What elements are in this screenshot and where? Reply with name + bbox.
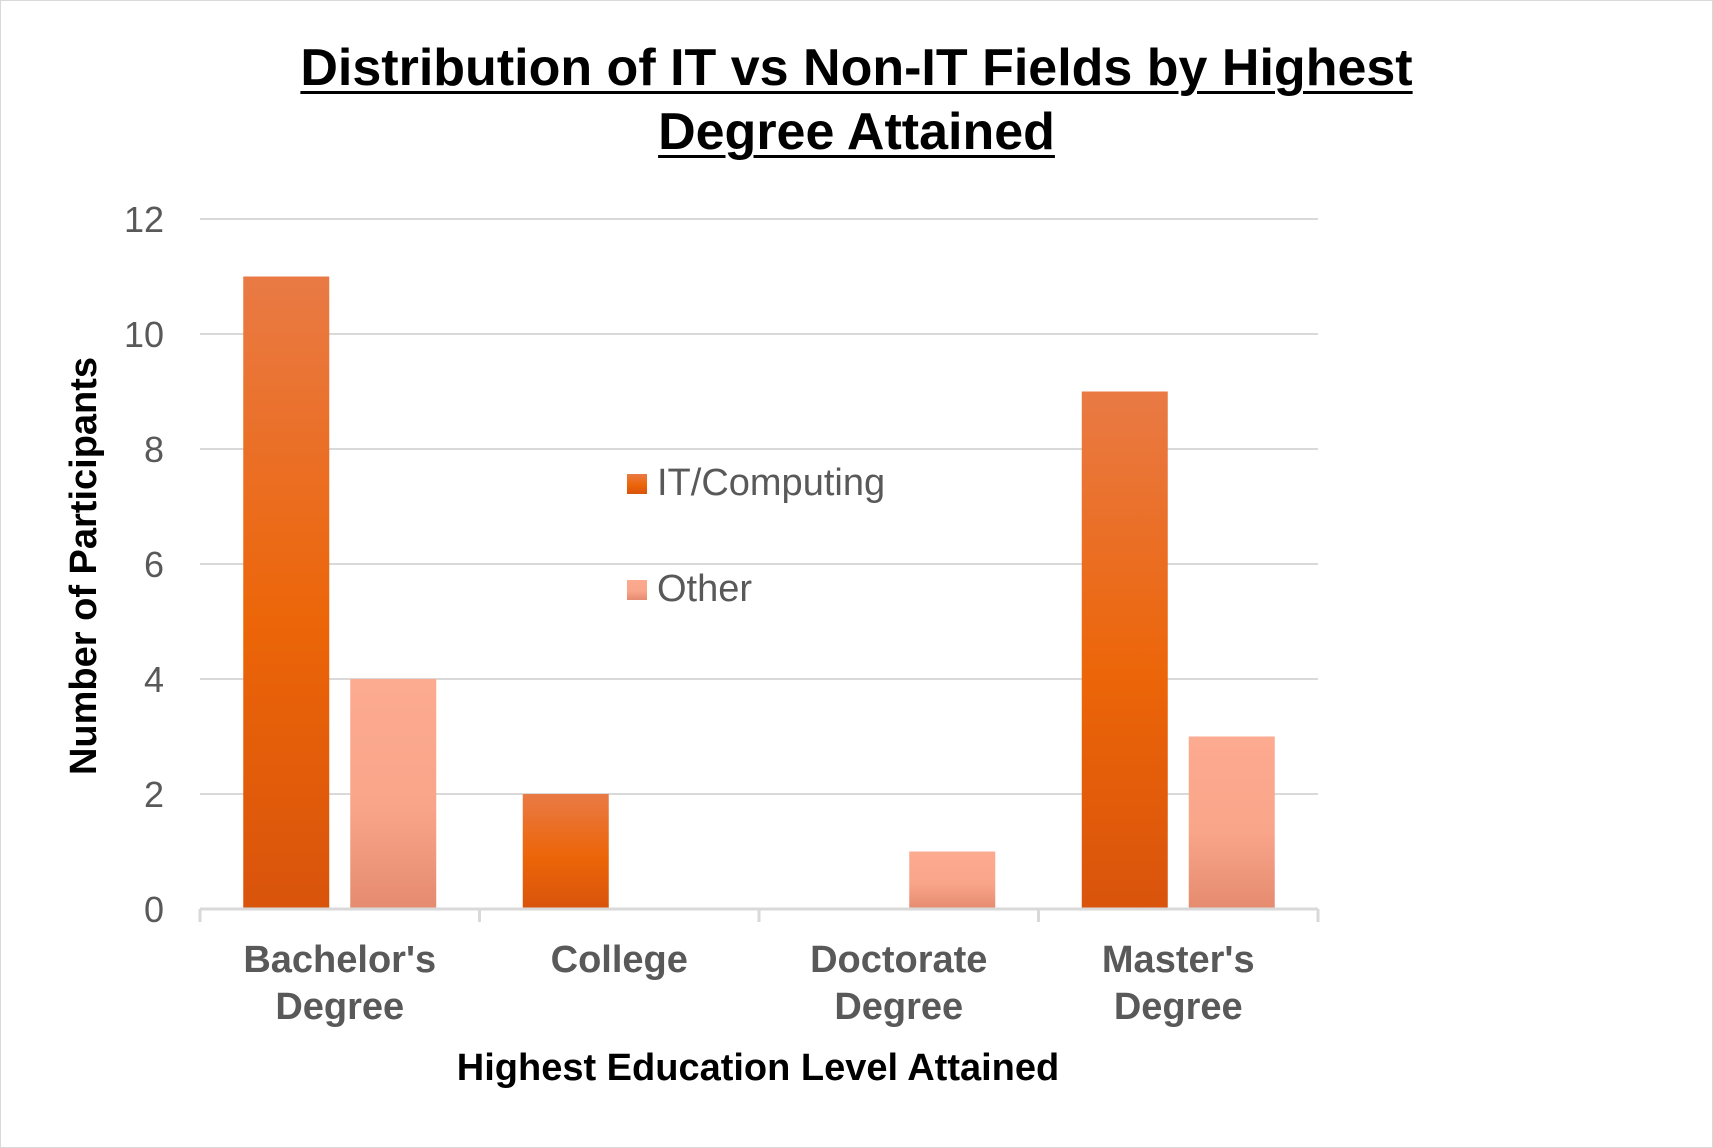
bar-other — [909, 851, 996, 909]
x-tick-label: Doctorate — [810, 939, 987, 981]
x-tick-label: Degree — [834, 986, 963, 1028]
x-tick-label: Bachelor's — [243, 939, 436, 981]
x-axis — [198, 907, 1320, 922]
bar-other — [1188, 736, 1275, 909]
legend-swatch — [627, 580, 647, 600]
bar-it-computing — [522, 794, 609, 909]
bar-it-computing — [1081, 391, 1168, 909]
y-tick-label: 6 — [144, 544, 164, 585]
bar-it-computing — [243, 276, 330, 909]
y-tick-label: 4 — [144, 659, 164, 700]
y-tick-label: 2 — [144, 774, 164, 815]
y-tick-label: 12 — [124, 199, 164, 240]
y-tick-label: 8 — [144, 429, 164, 470]
bars — [243, 276, 1275, 909]
chart-title-line-1: Distribution of IT vs Non-IT Fields by H… — [300, 39, 1413, 97]
x-tick-label: Master's — [1102, 939, 1255, 981]
legend-label: IT/Computing — [657, 462, 885, 504]
x-tick-labels: Bachelor's Degree College Doctorate Degree Ma… — [243, 939, 1254, 1028]
x-tick-label: College — [551, 939, 688, 981]
chart-title: Distribution of IT vs Non-IT Fields by H… — [0, 36, 1713, 164]
legend-swatch — [627, 474, 647, 494]
y-tick-labels: 0 2 4 6 8 10 12 — [124, 199, 164, 930]
chart-title-line-2: Degree Attained — [658, 103, 1055, 161]
bar-other — [350, 679, 437, 909]
legend: IT/Computing Other — [627, 462, 885, 610]
y-tick-label: 0 — [144, 889, 164, 930]
x-tick-label: Degree — [1114, 986, 1243, 1028]
y-axis-label: Number of Participants — [63, 357, 105, 775]
y-tick-label: 10 — [124, 314, 164, 355]
x-axis-label: Highest Education Level Attained — [457, 1047, 1059, 1089]
x-tick-label: Degree — [275, 986, 404, 1028]
legend-label: Other — [657, 568, 752, 610]
